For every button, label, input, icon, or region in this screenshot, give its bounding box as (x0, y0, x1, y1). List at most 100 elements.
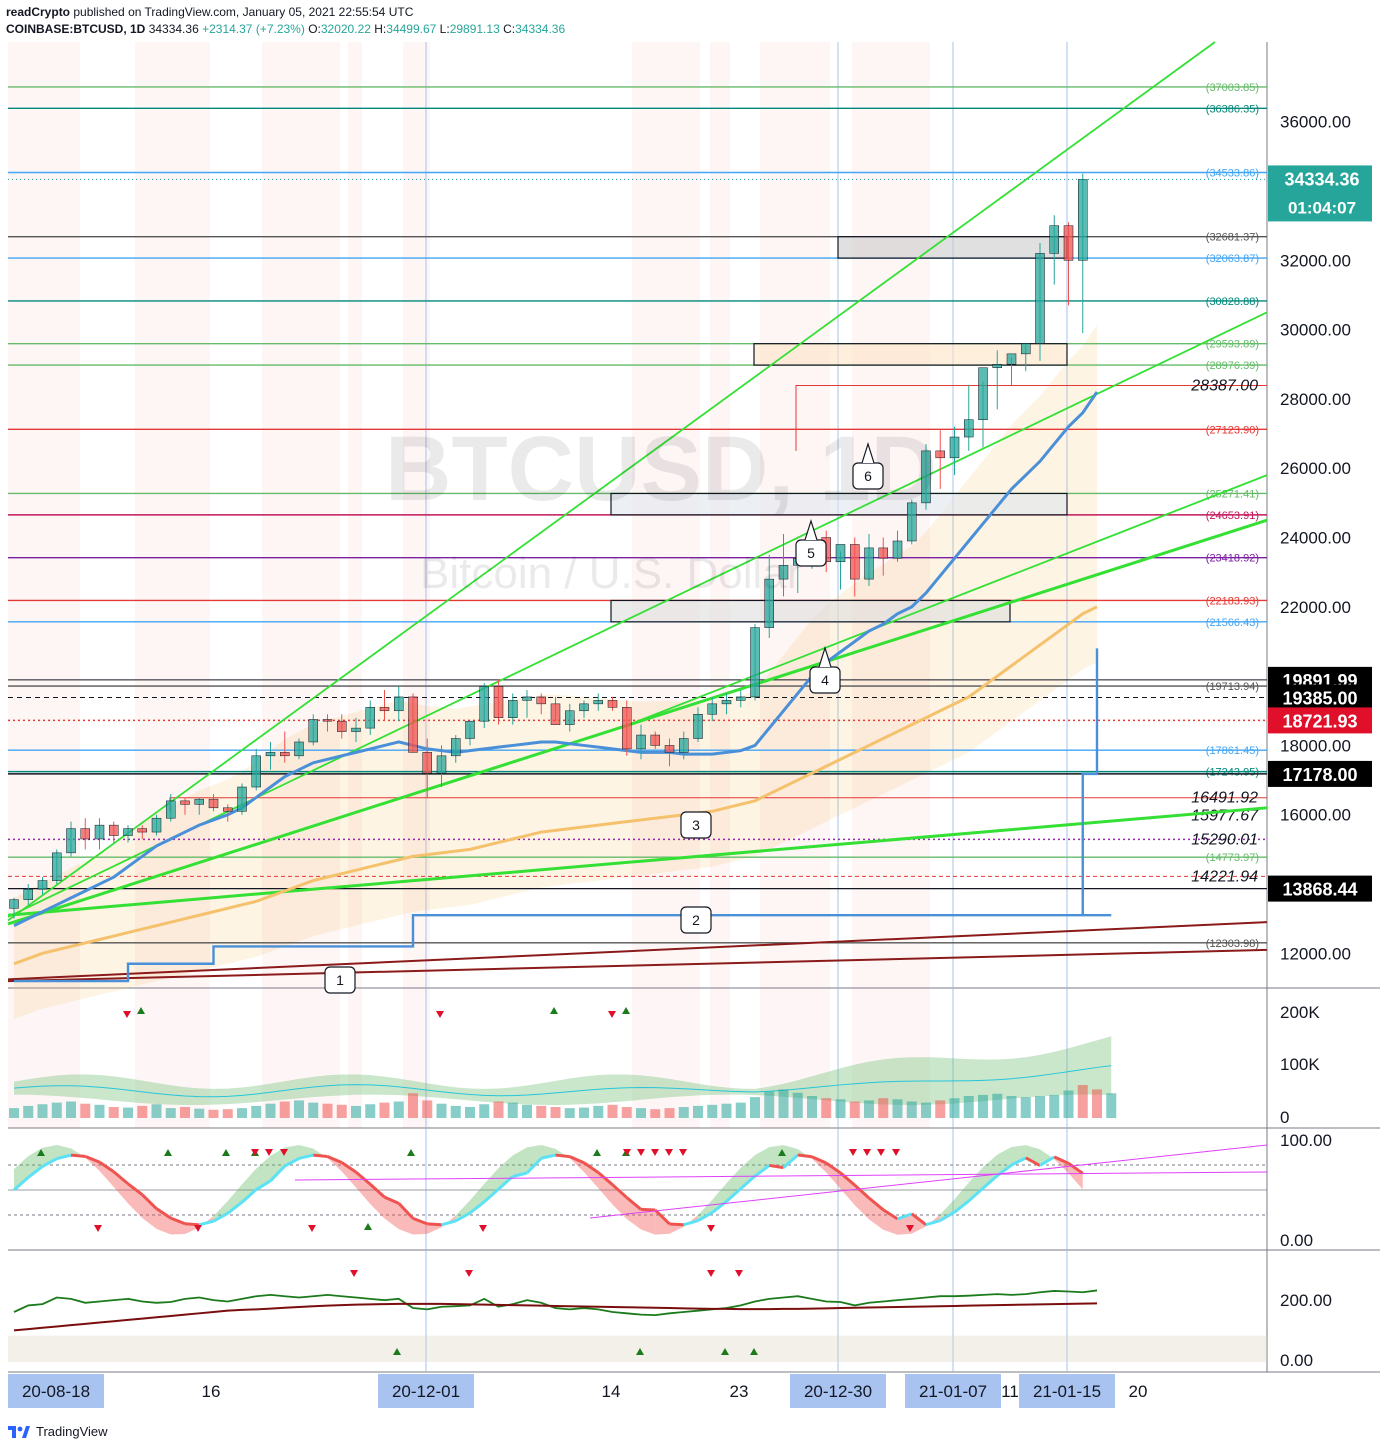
osc-line-segment (383, 1195, 400, 1205)
callout-label: 4 (821, 672, 829, 688)
volume-bar (650, 1109, 661, 1118)
up-arrow-icon (550, 1007, 558, 1014)
session-band (632, 988, 700, 1128)
candle (550, 703, 561, 725)
osc-line-segment (896, 1212, 913, 1221)
volume-bar (222, 1109, 233, 1118)
footer: TradingView (8, 1424, 108, 1439)
up-arrow-icon (164, 1149, 172, 1156)
volume-bar (550, 1107, 561, 1118)
osc-line-segment (427, 1222, 442, 1227)
current-price-tag (1268, 165, 1372, 222)
down-arrow-icon (194, 1225, 202, 1232)
osc-fill (413, 1218, 428, 1235)
osc-line-segment (839, 1171, 856, 1187)
volume-bar (1063, 1090, 1074, 1118)
x-axis-label: 20 (1129, 1382, 1148, 1401)
osc-line-segment (811, 1155, 827, 1165)
osc-line-segment (27, 1165, 44, 1179)
down-arrow-icon (308, 1225, 316, 1232)
candle (194, 798, 204, 805)
last-price: 34334.36 (148, 22, 199, 36)
osc-line-segment (982, 1174, 999, 1190)
ohlc-open: 32020.22 (320, 22, 371, 36)
x-axis-label: 23 (730, 1382, 749, 1401)
candle (52, 852, 62, 881)
candle (850, 544, 860, 580)
down-arrow-icon (863, 1149, 871, 1156)
callout-label: 5 (807, 545, 815, 561)
up-arrow-icon (750, 1348, 758, 1355)
osc-line-segment (1067, 1162, 1084, 1175)
callout-box (680, 811, 712, 839)
price-axis-label: 18000.00 (1280, 736, 1351, 755)
annotation-value: 16491.92 (1191, 790, 1258, 807)
candle (664, 745, 675, 753)
osc-line-segment (170, 1216, 186, 1226)
osc-line-segment (540, 1153, 556, 1160)
candle (693, 713, 703, 739)
volume-bar (507, 1102, 518, 1118)
countdown-timer: 01:04:07 (1288, 198, 1356, 217)
down-arrow-icon (479, 1225, 487, 1232)
callout-6: 6 (852, 442, 884, 490)
volume-bar (821, 1098, 832, 1118)
volume-bar (764, 1091, 775, 1118)
volume-bar (279, 1101, 290, 1118)
volume-bar (251, 1105, 262, 1118)
level-label: (37003.85) (1206, 82, 1259, 94)
volume-bar (80, 1103, 91, 1118)
level-label: (19713.94) (1206, 681, 1259, 693)
watermark-name: Bitcoin / U.S. Dollar (420, 549, 801, 598)
osc-fill (840, 1172, 855, 1206)
level-label: (22183.93) (1206, 595, 1259, 607)
osc-line-segment (525, 1157, 543, 1175)
volume-bar (23, 1105, 34, 1118)
ohlc-l-label: L: (439, 22, 450, 36)
osc-fill (498, 1155, 513, 1190)
volume-bar (237, 1108, 247, 1118)
osc-line-segment (697, 1211, 713, 1223)
candle (337, 720, 347, 732)
candle (864, 547, 874, 580)
osc-line-segment (640, 1207, 656, 1212)
candle (451, 738, 461, 757)
osc-line-segment (13, 1176, 30, 1192)
ind-axis-label: 200.00 (1280, 1291, 1332, 1310)
down-arrow-icon (651, 1149, 659, 1156)
osc-fill (14, 1156, 29, 1190)
osc-line-segment (925, 1219, 941, 1227)
osc-line-segment (269, 1165, 286, 1182)
volume-bar (165, 1108, 176, 1118)
candle (536, 696, 546, 705)
candle (465, 720, 475, 739)
volume-bar (180, 1107, 190, 1118)
osc-line-segment (654, 1208, 671, 1226)
osc-fill (242, 1168, 257, 1203)
trend-line-maroon (7, 921, 1268, 981)
candle (94, 824, 105, 840)
volume-bar (379, 1102, 390, 1118)
candle (137, 828, 147, 833)
osc-line-segment (1039, 1155, 1056, 1167)
osc-fill (584, 1162, 599, 1189)
volume-bar (721, 1103, 732, 1118)
osc-fill (911, 1213, 926, 1234)
osc-line-segment (84, 1154, 101, 1164)
candle (265, 752, 276, 757)
volume-bar (265, 1103, 276, 1118)
down-arrow-icon (280, 1149, 288, 1156)
osc-line-segment (155, 1207, 172, 1220)
ind-line-green (13, 1289, 1098, 1317)
volume-bar (408, 1093, 418, 1118)
osc-line-segment (184, 1222, 200, 1227)
volume-axis-label: 0 (1280, 1108, 1289, 1127)
candle (351, 727, 361, 732)
price-tag-value: 19385.00 (1282, 688, 1357, 708)
volume-bar (151, 1104, 162, 1118)
down-arrow-icon (679, 1149, 687, 1156)
price-axis-label: 16000.00 (1280, 806, 1351, 825)
osc-line-segment (739, 1174, 756, 1190)
volume-axis-label: 100K (1280, 1055, 1320, 1074)
